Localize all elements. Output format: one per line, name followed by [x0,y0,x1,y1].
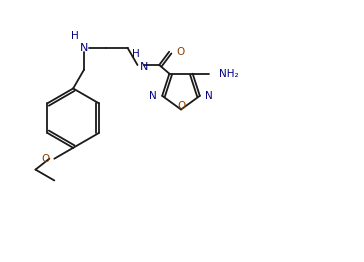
Text: N: N [139,62,148,72]
Text: NH₂: NH₂ [219,69,239,79]
Text: H: H [132,49,139,59]
Text: O: O [176,47,184,57]
Text: N: N [205,91,213,101]
Text: H: H [71,31,79,41]
Text: N: N [80,43,88,53]
Text: N: N [150,91,157,101]
Text: O: O [41,154,50,164]
Text: O: O [177,101,185,111]
